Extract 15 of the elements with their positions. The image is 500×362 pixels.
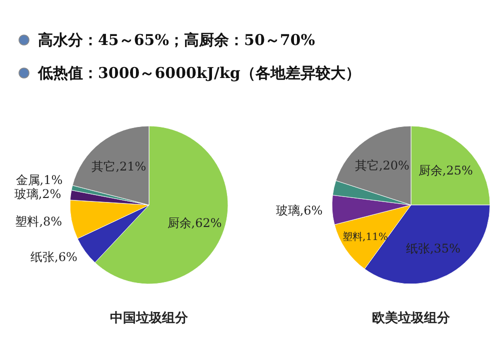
slice-label: 其它,20% — [354, 158, 410, 172]
slice-label: 玻璃,2% — [14, 186, 62, 201]
slice-label: 塑料,11% — [342, 231, 388, 244]
slice-label: 纸张,6% — [30, 250, 78, 264]
slice-label: 玻璃,6% — [276, 204, 323, 218]
text: 低热值：3000～6000kJ/kg（各地差异较大） — [37, 64, 360, 82]
text: 中国垃圾组分 — [110, 310, 189, 326]
slice-label: 塑料,8% — [15, 214, 62, 229]
slice-label: 纸张,35% — [406, 242, 460, 256]
text: 欧美垃圾组分 — [372, 310, 451, 326]
text: 高水分：45～65%；高厨余：50～70% — [38, 31, 316, 49]
slice-label: 厨余,25% — [418, 163, 473, 178]
slice-label: 厨余,62% — [167, 216, 222, 230]
slice-label: 其它,21% — [92, 159, 146, 174]
slice-label: 金属,1% — [16, 172, 63, 187]
